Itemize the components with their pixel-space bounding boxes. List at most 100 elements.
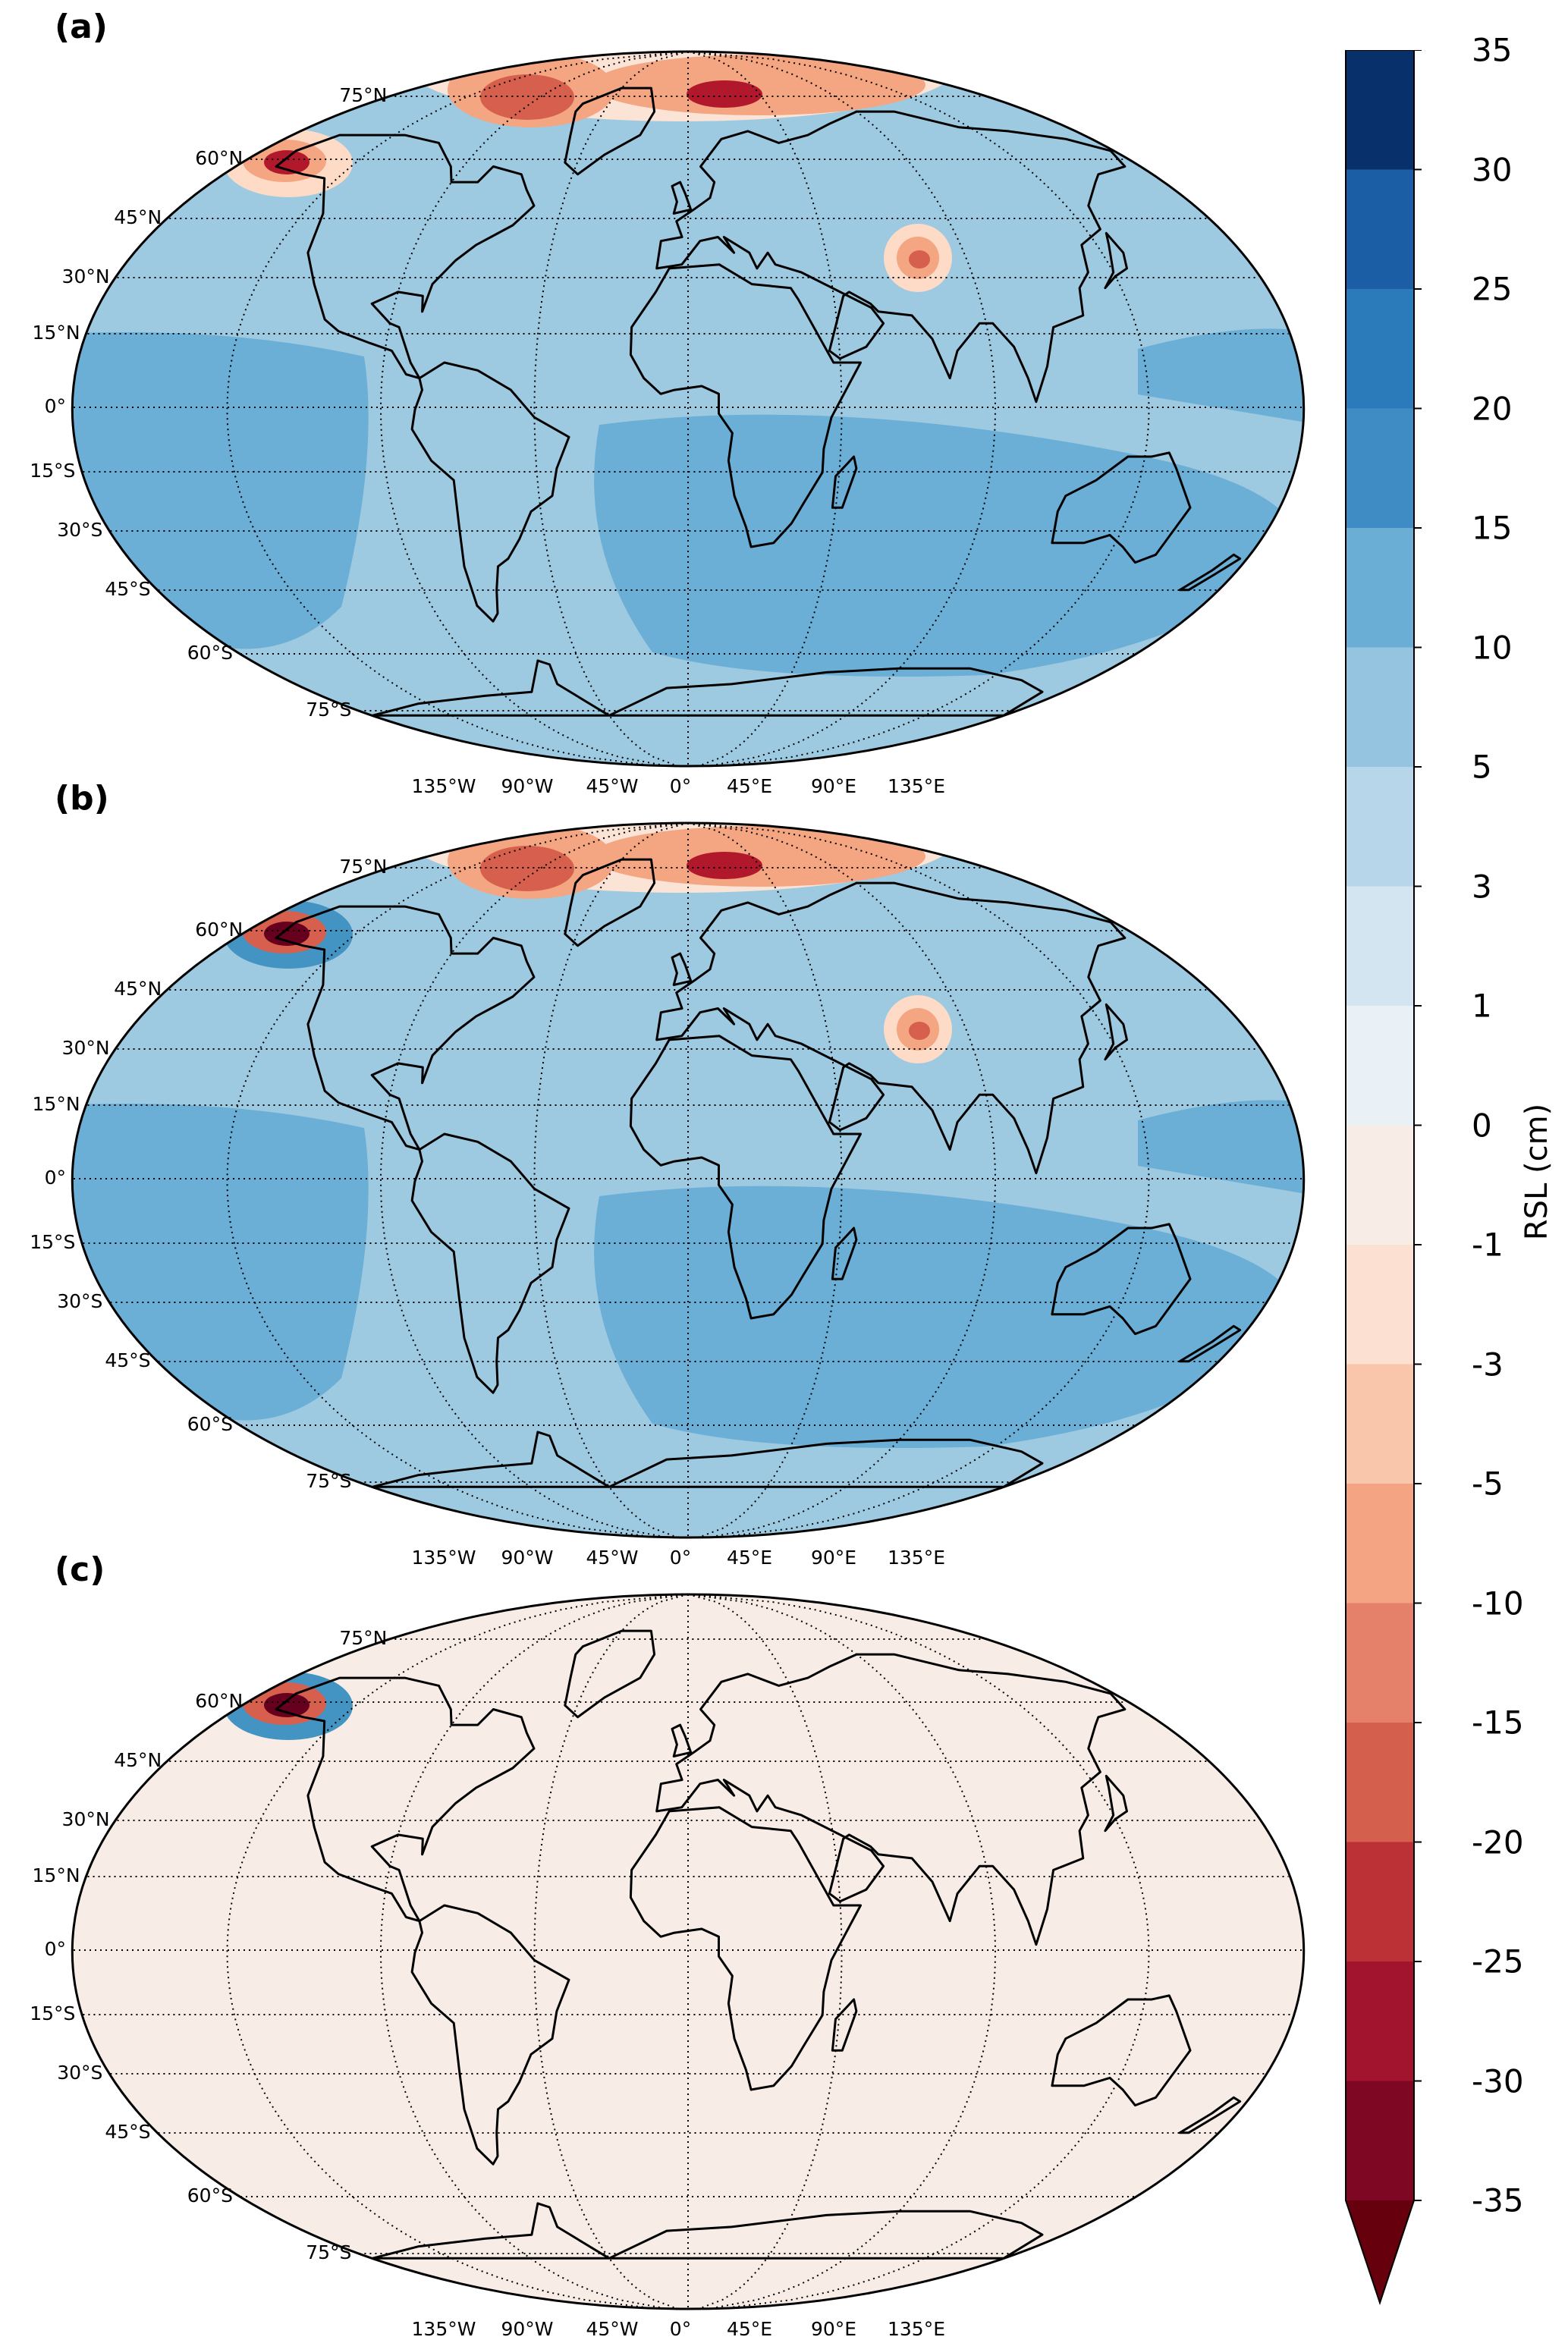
meridian-line xyxy=(687,52,843,765)
colorbar-tick-label: -35 xyxy=(1472,2181,1524,2219)
map-robinson xyxy=(71,821,1306,1539)
colorbar-tick-label: -5 xyxy=(1472,1465,1504,1503)
meridian-line xyxy=(687,823,1150,1537)
coastline-namerica xyxy=(275,133,536,380)
coastline-antarctica xyxy=(371,659,1044,717)
colorbar-tick-label: 1 xyxy=(1472,987,1492,1025)
colorbar-outline xyxy=(1345,50,1415,2306)
colorbar-tick-label: 5 xyxy=(1472,748,1492,786)
colorbar-tick-label: -15 xyxy=(1472,1704,1524,1742)
meridian-line xyxy=(687,52,1150,765)
colorbar-extend xyxy=(1346,2200,1414,2303)
coastline-antarctica xyxy=(371,2202,1044,2260)
longitude-label: 135°W xyxy=(411,1547,476,1569)
longitude-label: 90°E xyxy=(810,1547,857,1569)
colorbar-tick-label: -20 xyxy=(1472,1823,1524,1861)
colorbar-segment xyxy=(1346,1006,1414,1126)
longitude-label: 90°W xyxy=(501,1547,554,1569)
coastline-britain xyxy=(671,181,693,215)
latitude-label: 0° xyxy=(44,395,67,417)
colorbar-segment xyxy=(1346,1125,1414,1245)
longitude-label: 135°E xyxy=(887,775,946,797)
latitude-label: 75°N xyxy=(339,1627,388,1649)
map-robinson xyxy=(71,1593,1306,2310)
latitude-label: 45°S xyxy=(105,2121,151,2143)
latitude-label: 60°S xyxy=(187,642,233,664)
coastline-australia xyxy=(1051,1223,1192,1336)
colorbar-segment xyxy=(1346,647,1414,768)
colorbar xyxy=(1345,50,1422,2306)
longitude-label: 45°W xyxy=(586,775,639,797)
colorbar-segment xyxy=(1346,528,1414,648)
coastline-eurasia xyxy=(655,1653,1127,1946)
arctic-zone xyxy=(592,55,925,115)
colorbar-segment xyxy=(1346,50,1414,170)
latitude-label: 60°S xyxy=(187,2185,233,2207)
latitude-label: 45°N xyxy=(114,1749,162,1771)
coastline-africa xyxy=(629,1806,862,2091)
colorbar-tick-label: -1 xyxy=(1472,1226,1504,1264)
map-outline xyxy=(71,50,1306,768)
latitude-label: 15°N xyxy=(32,1093,80,1115)
meridian-line xyxy=(687,823,843,1537)
colorbar-tick-label: 10 xyxy=(1472,629,1513,666)
meridian-line xyxy=(687,1594,1150,2308)
colorbar-tick-label: 25 xyxy=(1472,270,1513,308)
coastline-japan xyxy=(1104,1774,1128,1833)
colorbar-segment xyxy=(1346,1484,1414,1603)
panel-label: (c) xyxy=(55,1550,105,1589)
latitude-label: 15°N xyxy=(32,322,80,344)
latitude-label: 75°S xyxy=(306,1470,352,1492)
latitude-label: 45°S xyxy=(105,578,151,600)
anomaly-zone xyxy=(909,250,930,269)
latitude-label: 60°N xyxy=(195,919,244,941)
coastline-madagascar xyxy=(831,455,858,509)
latitude-label: 60°S xyxy=(187,1413,233,1435)
ocean-zone xyxy=(72,1104,369,1421)
colorbar-segment xyxy=(1346,169,1414,290)
longitude-label: 45°W xyxy=(586,1547,639,1569)
colorbar-segment xyxy=(1346,1603,1414,1723)
longitude-label: 0° xyxy=(669,2318,692,2340)
latitude-label: 15°N xyxy=(32,1864,80,1886)
latitude-label: 45°N xyxy=(114,978,162,1000)
map-outline xyxy=(71,1593,1306,2310)
ocean-zone xyxy=(1138,328,1304,425)
coastline-africa xyxy=(629,1035,862,1320)
anomaly-zone xyxy=(264,1693,310,1717)
anomaly-zone xyxy=(264,150,310,174)
longitude-label: 45°W xyxy=(586,2318,639,2340)
coastline-madagascar xyxy=(831,1998,858,2052)
longitude-label: 0° xyxy=(669,775,692,797)
colorbar-segment xyxy=(1346,1364,1414,1484)
ocean-zone xyxy=(594,1186,1304,1448)
panel-b: (b) 75°N 60°N 45°N 30°N 15°N 0° 15°S 30°S 45°S 60… xyxy=(0,771,1320,1569)
meridian-line xyxy=(226,823,689,1537)
coastline-samerica xyxy=(410,361,570,623)
coastline-japan xyxy=(1104,231,1128,290)
arctic-zone xyxy=(687,852,762,879)
coastline-namerica xyxy=(275,905,536,1151)
longitude-label: 90°W xyxy=(501,2318,554,2340)
colorbar-segment xyxy=(1346,1962,1414,2081)
meridian-line xyxy=(379,52,689,765)
colorbar-label: RSL (cm) xyxy=(1519,1103,1554,1241)
longitude-label: 45°E xyxy=(726,2318,773,2340)
latitude-label: 75°N xyxy=(339,856,388,878)
coastline-eurasia xyxy=(655,881,1127,1175)
latitude-label: 15°S xyxy=(30,2002,76,2024)
latitude-label: 0° xyxy=(44,1167,67,1189)
coastline-australia xyxy=(1051,451,1192,564)
meridian-line xyxy=(687,52,997,765)
latitude-label: 30°S xyxy=(57,1290,103,1312)
colorbar-tick-label: -3 xyxy=(1472,1346,1504,1383)
latitude-label: 30°S xyxy=(57,2062,103,2084)
latitude-label: 30°N xyxy=(61,265,110,287)
latitude-label: 60°N xyxy=(195,1690,244,1712)
colorbar-tick-label: -10 xyxy=(1472,1585,1524,1622)
longitude-label: 45°E xyxy=(726,775,773,797)
colorbar-segment xyxy=(1346,2081,1414,2201)
coastline-greenland xyxy=(564,86,656,176)
map-robinson xyxy=(71,50,1306,768)
coastline-australia xyxy=(1051,1994,1192,2107)
